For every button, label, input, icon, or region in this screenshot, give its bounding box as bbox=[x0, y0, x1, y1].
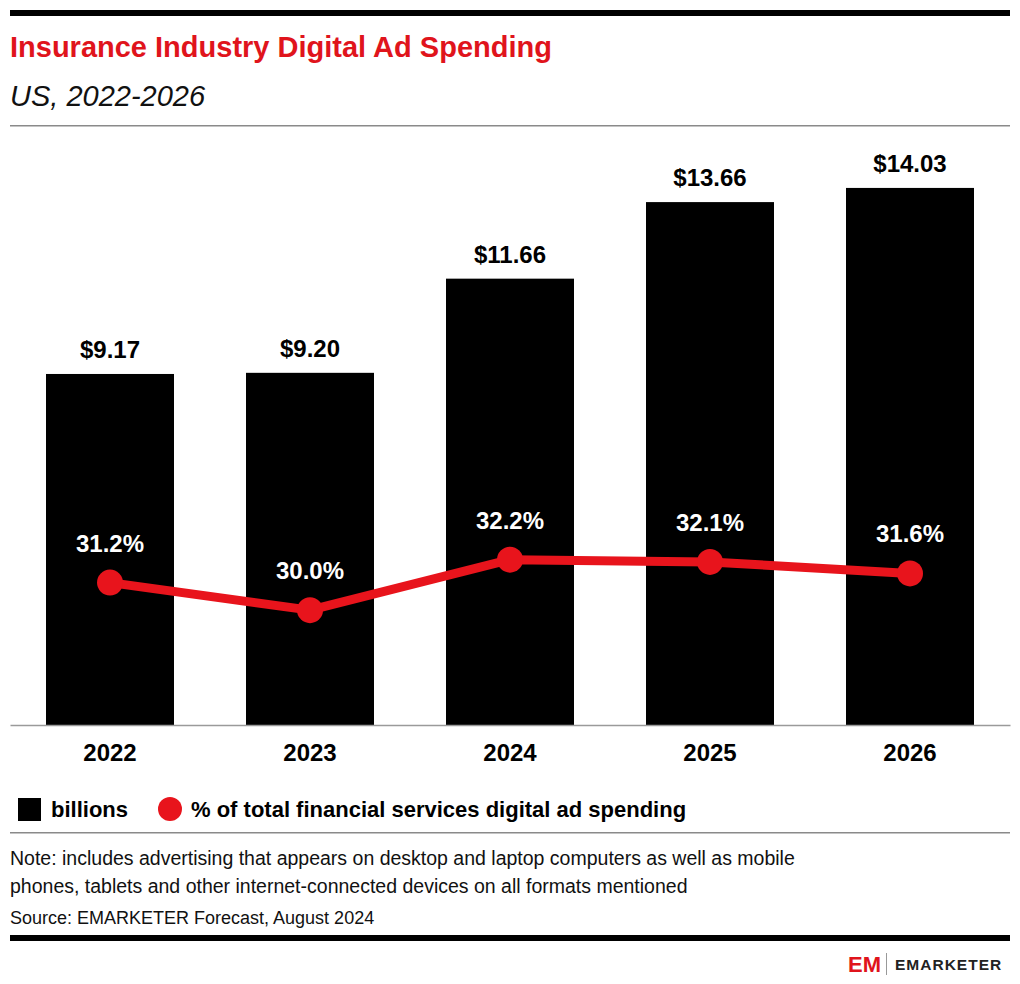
bar bbox=[846, 188, 974, 725]
brand-separator bbox=[886, 953, 887, 975]
marker bbox=[497, 547, 523, 573]
bar-label: $14.03 bbox=[873, 150, 946, 177]
x-axis-line bbox=[11, 725, 1011, 727]
marker bbox=[697, 549, 723, 575]
x-tick-label: 2026 bbox=[883, 739, 936, 766]
x-axis: 2022 2023 2024 2025 2026 bbox=[11, 725, 1011, 766]
note: Note: includes advertising that appears … bbox=[10, 847, 795, 869]
line-label: 30.0% bbox=[276, 557, 344, 584]
y-axis-line bbox=[10, 151, 11, 725]
plot-marks bbox=[46, 188, 974, 725]
marker bbox=[97, 570, 123, 596]
line-label: 32.2% bbox=[476, 507, 544, 534]
legend-swatch bbox=[18, 798, 41, 821]
title: Insurance Industry Digital Ad Spending bbox=[10, 31, 552, 63]
source: Source: EMARKETER Forecast, August 2024 bbox=[10, 908, 374, 928]
x-tick-label: 2024 bbox=[483, 739, 537, 766]
bar bbox=[46, 374, 174, 725]
subtitle: US, 2022-2026 bbox=[10, 80, 206, 112]
legend-label: % of total financial services digital ad… bbox=[191, 797, 686, 822]
marker bbox=[297, 597, 323, 623]
top-rule bbox=[10, 10, 1010, 16]
brand-mark: EM bbox=[848, 952, 881, 977]
brand: EMARKETER bbox=[895, 956, 1002, 973]
x-tick: 2026 bbox=[883, 725, 936, 766]
bar-label: $13.66 bbox=[673, 164, 746, 191]
bar-label: $9.20 bbox=[280, 335, 340, 362]
x-tick: 2022 bbox=[83, 725, 136, 766]
marker bbox=[897, 560, 923, 586]
x-tick: 2024 bbox=[483, 725, 537, 766]
line-label: 31.6% bbox=[876, 520, 944, 547]
y2-axis bbox=[1010, 151, 1012, 725]
x-tick-label: 2025 bbox=[683, 739, 736, 766]
header-rule bbox=[10, 125, 1010, 127]
bar bbox=[246, 373, 374, 725]
bar-label: $9.17 bbox=[80, 336, 140, 363]
bottom-rule bbox=[10, 935, 1010, 941]
bar bbox=[646, 202, 774, 725]
legend-label: billions bbox=[51, 797, 128, 822]
line-label: 32.1% bbox=[676, 509, 744, 536]
x-tick: 2025 bbox=[683, 725, 736, 766]
y-axis bbox=[10, 151, 12, 725]
footer-rule bbox=[10, 832, 1010, 834]
legend: billions % of total financial services di… bbox=[18, 797, 686, 822]
bar-label: $11.66 bbox=[474, 241, 546, 268]
line-label: 31.2% bbox=[76, 530, 144, 557]
x-tick-label: 2022 bbox=[83, 739, 136, 766]
bar bbox=[446, 279, 574, 725]
note: phones, tablets and other internet-conne… bbox=[10, 875, 688, 897]
chart: Insurance Industry Digital Ad Spending US… bbox=[0, 0, 1020, 984]
y2-axis-line bbox=[1010, 151, 1011, 725]
legend-swatch bbox=[158, 797, 182, 821]
x-tick-label: 2023 bbox=[283, 739, 336, 766]
x-tick: 2023 bbox=[283, 725, 336, 766]
